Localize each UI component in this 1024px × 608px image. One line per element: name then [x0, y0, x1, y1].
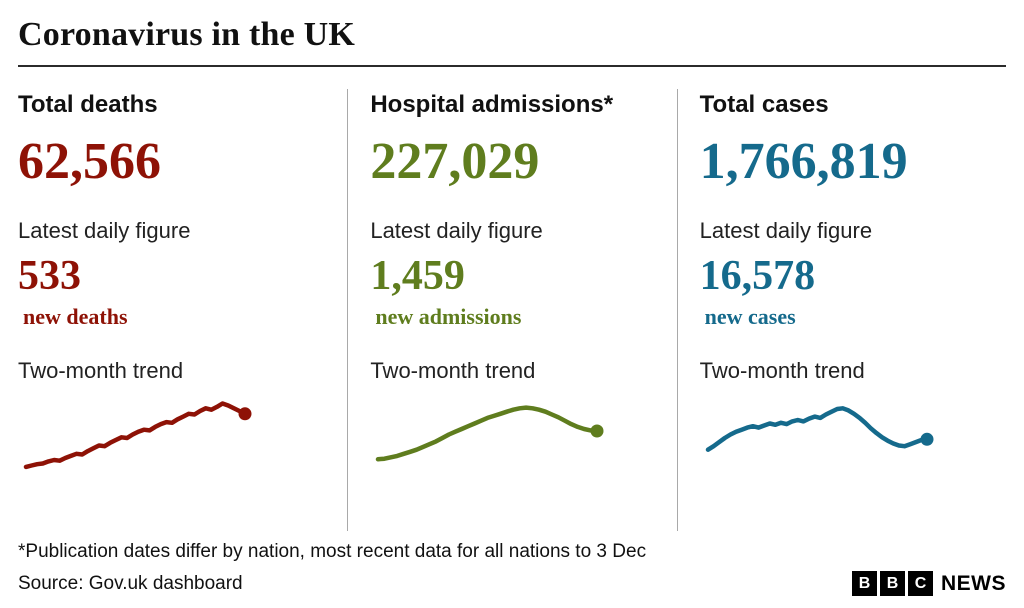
header: Coronavirus in the UK	[0, 0, 1024, 67]
bbc-logo-block-c: C	[908, 571, 933, 596]
stat-heading: Total cases	[699, 91, 829, 118]
footnote: *Publication dates differ by nation, mos…	[18, 541, 647, 562]
trend-label: Two-month trend	[18, 357, 184, 383]
latest-daily-figure-label: Latest daily figure	[699, 217, 873, 243]
stat-column-total-deaths: Total deaths 62,566 Latest daily figure …	[18, 89, 347, 531]
source-text: Source: Gov.uk dashboard	[18, 572, 243, 594]
stat-heading: Hospital admissions*	[370, 91, 614, 118]
footer: *Publication dates differ by nation, mos…	[0, 541, 1024, 608]
admissions-trend-sparkline	[370, 392, 605, 477]
daily-value: 16,578	[699, 252, 816, 299]
bbc-news-wordmark: NEWS	[941, 571, 1006, 595]
stat-column-total-cases: Total cases 1,766,819 Latest daily figur…	[676, 89, 1006, 531]
total-value: 1,766,819	[699, 133, 908, 190]
bbc-logo-block-b2: B	[880, 571, 905, 596]
bbc-news-logo: B B C NEWS	[849, 571, 1006, 596]
trend-label: Two-month trend	[370, 357, 536, 383]
trend-label: Two-month trend	[699, 357, 865, 383]
latest-daily-figure-label: Latest daily figure	[370, 217, 543, 243]
stat-heading: Total deaths	[18, 91, 158, 118]
title-divider	[18, 65, 1006, 67]
daily-value: 1,459	[370, 252, 465, 299]
stats-columns: Total deaths 62,566 Latest daily figure …	[18, 89, 1006, 531]
daily-unit-label: new cases	[704, 303, 796, 329]
page-title: Coronavirus in the UK	[18, 16, 355, 53]
daily-unit-label: new deaths	[23, 303, 128, 329]
daily-unit-label: new admissions	[375, 303, 522, 329]
deaths-trend-sparkline	[18, 392, 253, 477]
stat-column-hospital-admissions: Hospital admissions* 227,029 Latest dail…	[347, 89, 676, 531]
bbc-logo-block-b1: B	[852, 571, 877, 596]
daily-value: 533	[18, 252, 81, 299]
total-value: 227,029	[370, 133, 540, 190]
latest-daily-figure-label: Latest daily figure	[18, 217, 191, 243]
cases-trend-sparkline	[700, 392, 935, 477]
total-value: 62,566	[18, 133, 161, 190]
source-row: Source: Gov.uk dashboard B B C NEWS	[18, 571, 1006, 596]
